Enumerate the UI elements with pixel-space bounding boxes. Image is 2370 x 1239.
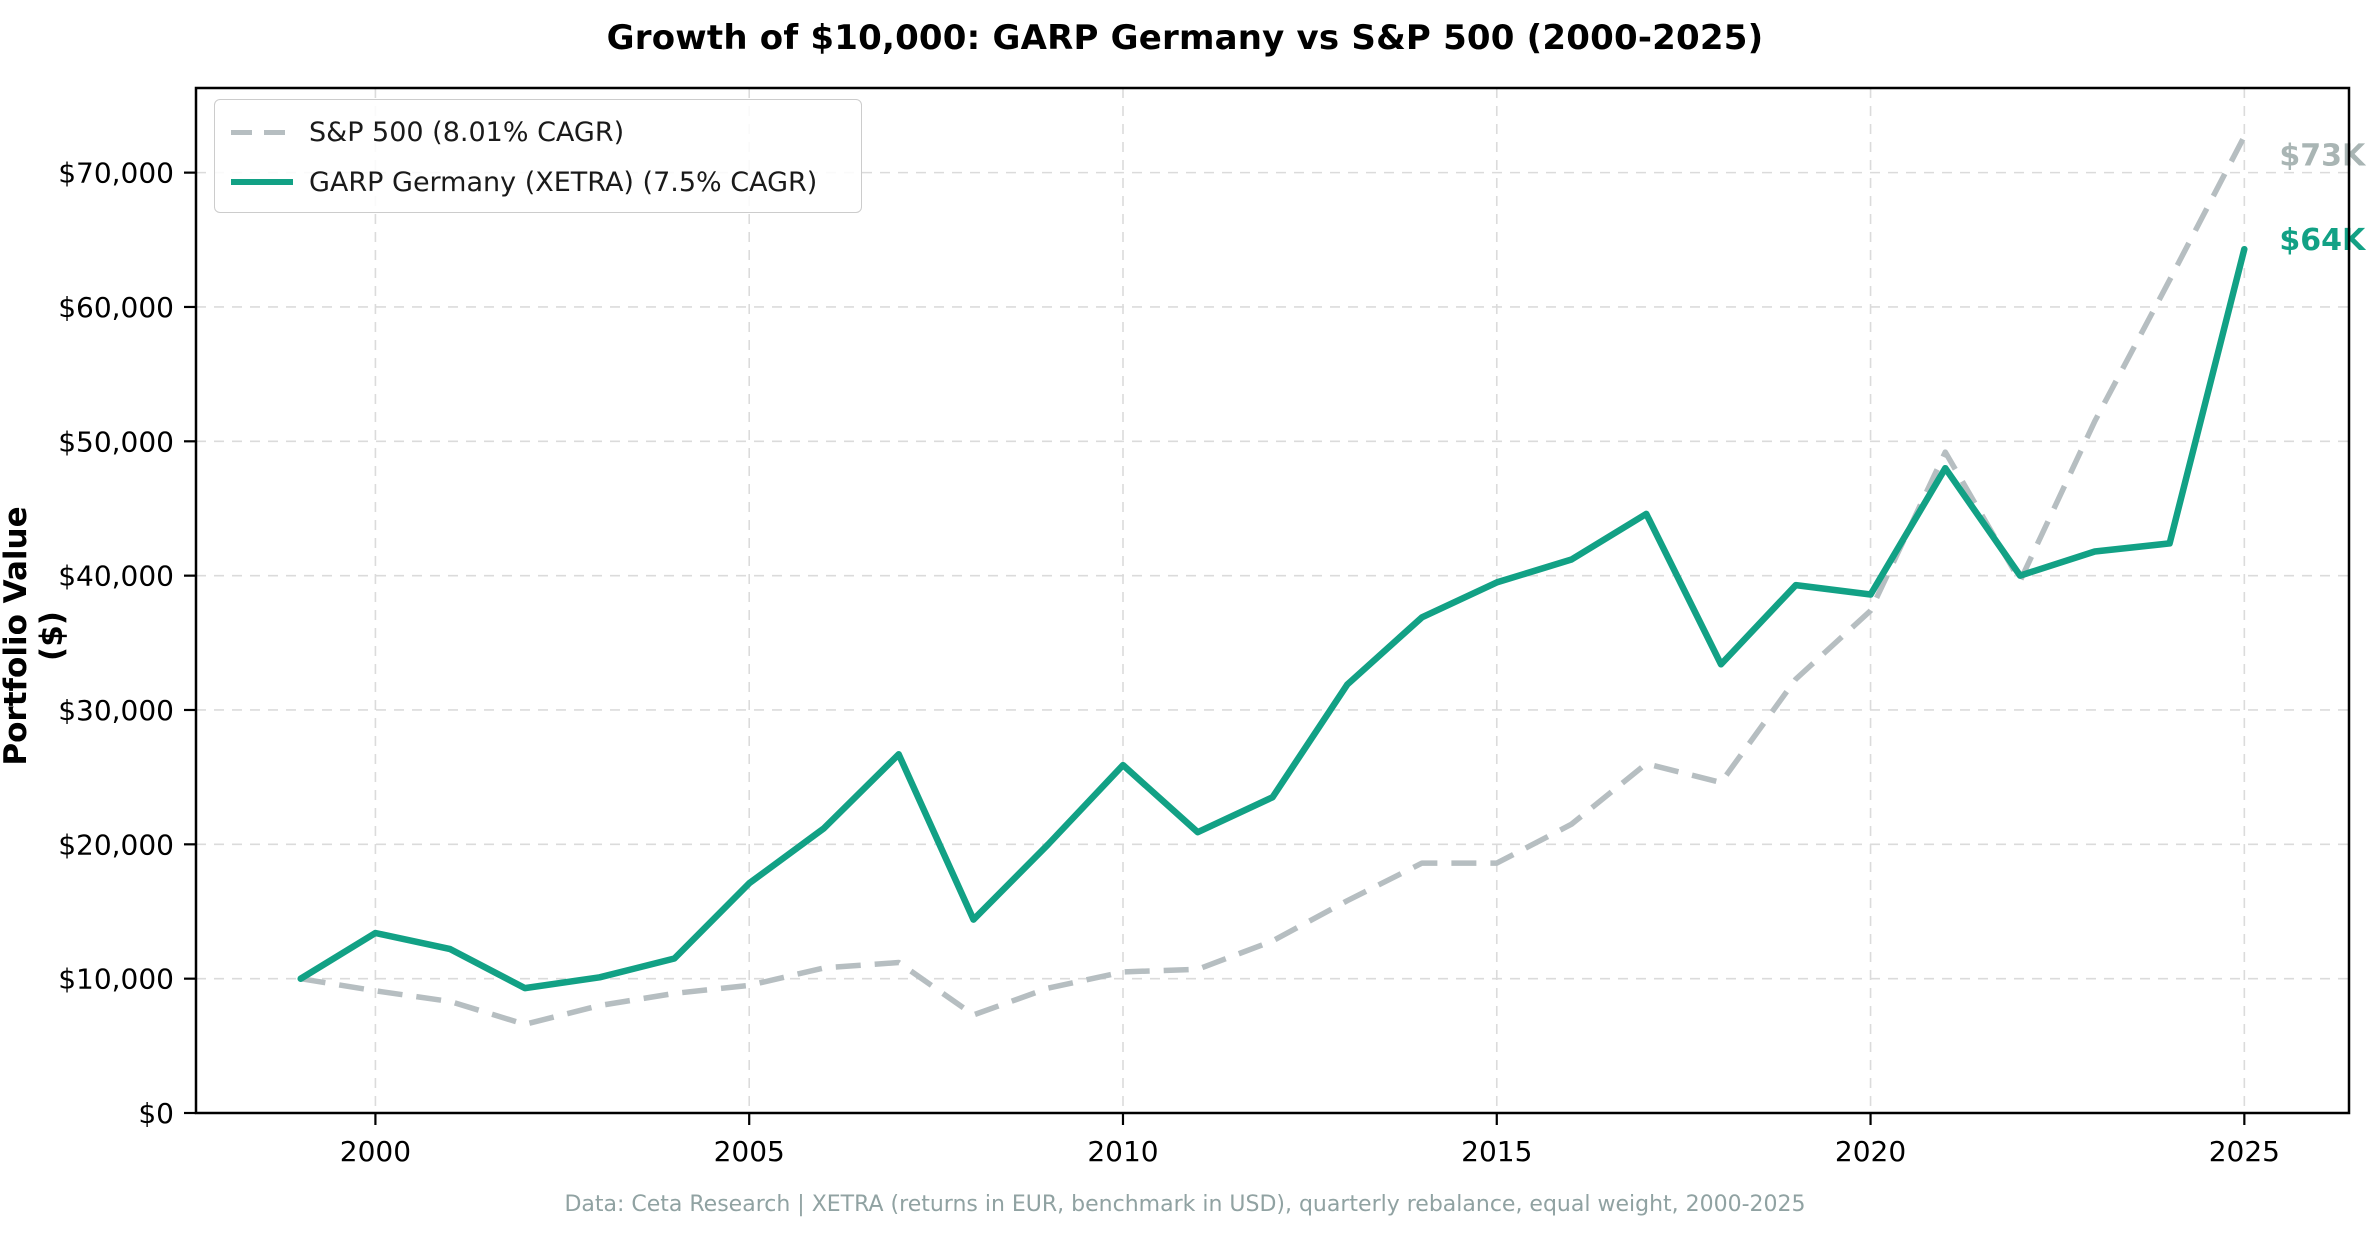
plot-border bbox=[194, 86, 2351, 1115]
sp500-end-value-label: $73K bbox=[2279, 138, 2367, 173]
legend-item-sp500: S&P 500 (8.01% CAGR) bbox=[231, 114, 843, 150]
y-tick-label: $60,000 bbox=[58, 291, 174, 324]
garp-line bbox=[297, 245, 2248, 992]
y-tick-label: $10,000 bbox=[58, 963, 174, 996]
x-tick-label: 2010 bbox=[1087, 1135, 1158, 1168]
x-tick-label: 2005 bbox=[714, 1135, 785, 1168]
x-tick-label: 2000 bbox=[340, 1135, 411, 1168]
legend-item-garp: GARP Germany (XETRA) (7.5% CAGR) bbox=[231, 164, 843, 200]
legend-label-sp500: S&P 500 (8.01% CAGR) bbox=[309, 116, 625, 148]
sp500-line-swatch bbox=[231, 129, 293, 135]
sp500-line bbox=[300, 135, 2247, 1028]
y-tick-label: $40,000 bbox=[58, 560, 174, 593]
legend-label-garp: GARP Germany (XETRA) (7.5% CAGR) bbox=[309, 166, 818, 198]
y-tick-label: $20,000 bbox=[58, 828, 174, 861]
legend: S&P 500 (8.01% CAGR) GARP Germany (XETRA… bbox=[214, 99, 862, 213]
y-tick-label: $30,000 bbox=[58, 694, 174, 727]
data-source-footnote: Data: Ceta Research | XETRA (returns in … bbox=[564, 1192, 1806, 1217]
y-tick-label: $70,000 bbox=[58, 157, 174, 190]
x-tick-label: 2015 bbox=[1461, 1135, 1532, 1168]
y-tick-label: $0 bbox=[138, 1097, 174, 1130]
y-tick-label: $50,000 bbox=[58, 425, 174, 458]
garp-end-value-label: $64K bbox=[2279, 223, 2367, 258]
chart-title: Growth of $10,000: GARP Germany vs S&P 5… bbox=[606, 18, 1764, 58]
x-tick-label: 2025 bbox=[2209, 1135, 2280, 1168]
x-tick-label: 2020 bbox=[1835, 1135, 1906, 1168]
garp-line-swatch bbox=[231, 179, 293, 185]
